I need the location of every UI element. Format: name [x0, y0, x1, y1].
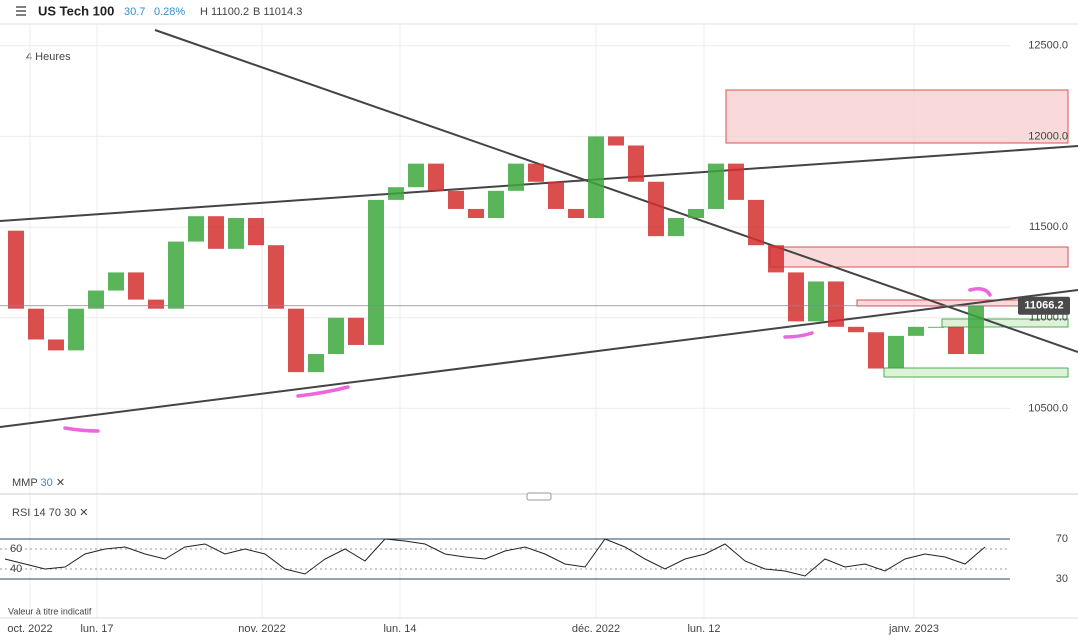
rsi-params: 14 70 30: [33, 507, 76, 519]
candle: [548, 181, 564, 209]
trend-lines: [0, 29, 1078, 428]
rsi-label: RSI 14 70 30 ✕: [12, 507, 89, 519]
candle: [188, 216, 204, 242]
candle: [748, 199, 764, 246]
ma-name: MMP: [12, 477, 37, 489]
change: 30.7: [124, 6, 145, 18]
last-price-box: [1018, 296, 1070, 315]
candle: [808, 281, 824, 322]
candle: [968, 305, 984, 355]
candle: [448, 190, 464, 209]
candle: [728, 163, 744, 200]
candle: [388, 187, 404, 200]
candle: [468, 208, 484, 219]
candle: [208, 216, 224, 249]
candle: [8, 230, 24, 309]
x-tick-label: lun. 17: [80, 623, 113, 635]
candle: [268, 245, 284, 309]
candle: [508, 163, 524, 191]
ma-period: 30: [41, 477, 53, 489]
candle: [888, 335, 904, 369]
x-tick-label: déc. 2022: [572, 623, 620, 635]
x-tick-label: lun. 12: [687, 623, 720, 635]
x-tick-label: nov. 2022: [238, 623, 286, 635]
candle: [848, 326, 864, 333]
candle: [648, 181, 664, 237]
highlights: [63, 287, 992, 433]
rsi-tick-label: 40: [10, 563, 22, 575]
disclaimer: Valeur à titre indicatif: [8, 606, 92, 616]
interval: 4 Heures: [26, 51, 71, 63]
rsi-name: RSI: [12, 507, 30, 519]
candle: [868, 332, 884, 369]
candle: [148, 299, 164, 309]
y-tick-label: 12000.0: [1028, 130, 1068, 142]
instrument-title: US Tech 100: [38, 3, 114, 18]
candle: [608, 136, 624, 146]
y-tick-label: 11500.0: [1029, 221, 1068, 233]
high: H 11100.2: [200, 6, 249, 18]
candle: [628, 145, 644, 182]
candle: [768, 245, 784, 273]
ma-label: MMP 30 ✕: [12, 477, 65, 489]
zones: [725, 89, 1069, 378]
candle: [28, 308, 44, 340]
y-tick-label: 10500.0: [1028, 402, 1068, 414]
candle: [348, 317, 364, 345]
rsi-tick-label: 30: [1056, 573, 1068, 585]
rsi-line: [4, 538, 986, 577]
candle: [48, 339, 64, 351]
candle: [108, 272, 124, 291]
candle: [408, 163, 424, 188]
candle: [688, 208, 704, 219]
candle: [588, 136, 604, 219]
candle: [668, 218, 684, 237]
candle: [68, 308, 84, 351]
candle: [788, 272, 804, 322]
candle: [908, 326, 924, 336]
low: B 11014.3: [253, 6, 302, 18]
y-tick-label: 12500.0: [1028, 40, 1068, 52]
change-pct: 0.28%: [154, 6, 185, 18]
candle: [708, 163, 724, 209]
candle: [228, 218, 244, 249]
candle: [568, 208, 584, 219]
x-tick-label: oct. 2022: [7, 623, 52, 635]
candle: [168, 241, 184, 309]
candle: [88, 290, 104, 309]
candle: [328, 317, 344, 355]
candle: [948, 326, 964, 355]
candle: [248, 218, 264, 246]
candle: [828, 281, 844, 327]
candle: [368, 199, 384, 345]
last-price-label: 11066.2: [1024, 300, 1063, 312]
candle: [928, 326, 944, 328]
candle: [308, 354, 324, 373]
candle: [128, 272, 144, 300]
rsi-tick-label: 70: [1056, 533, 1068, 545]
x-tick-label: lun. 14: [383, 623, 416, 635]
rsi-tick-label: 60: [10, 543, 22, 555]
candle: [288, 308, 304, 373]
menu-icon[interactable]: [16, 6, 26, 16]
x-tick-label: janv. 2023: [888, 623, 939, 635]
candle: [528, 163, 544, 182]
candle: [428, 163, 444, 191]
pane-resize-handle[interactable]: [526, 492, 552, 501]
candle: [488, 190, 504, 219]
